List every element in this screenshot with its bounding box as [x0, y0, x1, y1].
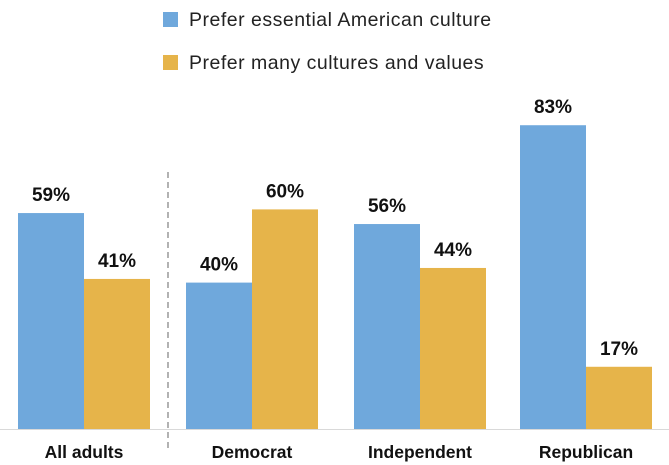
bar-essential-american-culture-republican	[520, 125, 586, 429]
bar-essential-american-culture-independent	[354, 224, 420, 429]
legend-label: Prefer many cultures and values	[189, 52, 485, 74]
bar-many-cultures-values-independent	[420, 267, 486, 429]
data-label: 59%	[32, 185, 70, 206]
category-label: All adults	[45, 442, 124, 462]
data-label: 83%	[534, 97, 572, 118]
bar-many-cultures-values-democrat	[252, 209, 318, 429]
legend-label: Prefer essential American culture	[189, 9, 492, 31]
bar-essential-american-culture-all-adults	[18, 213, 84, 429]
data-label: 41%	[98, 251, 136, 272]
legend-swatch-gold	[163, 55, 178, 70]
bar-many-cultures-values-all-adults	[84, 278, 150, 429]
category-label: Republican	[539, 442, 633, 462]
bar-many-cultures-values-republican	[586, 366, 652, 429]
category-label: Democrat	[212, 442, 293, 462]
legend-swatch-blue	[163, 12, 178, 27]
data-label: 40%	[200, 255, 238, 276]
bar-essential-american-culture-democrat	[186, 282, 252, 429]
data-label: 44%	[434, 240, 472, 261]
data-label: 17%	[600, 339, 638, 360]
category-label: Independent	[368, 442, 472, 462]
data-label: 60%	[266, 181, 304, 202]
data-label: 56%	[368, 196, 406, 217]
